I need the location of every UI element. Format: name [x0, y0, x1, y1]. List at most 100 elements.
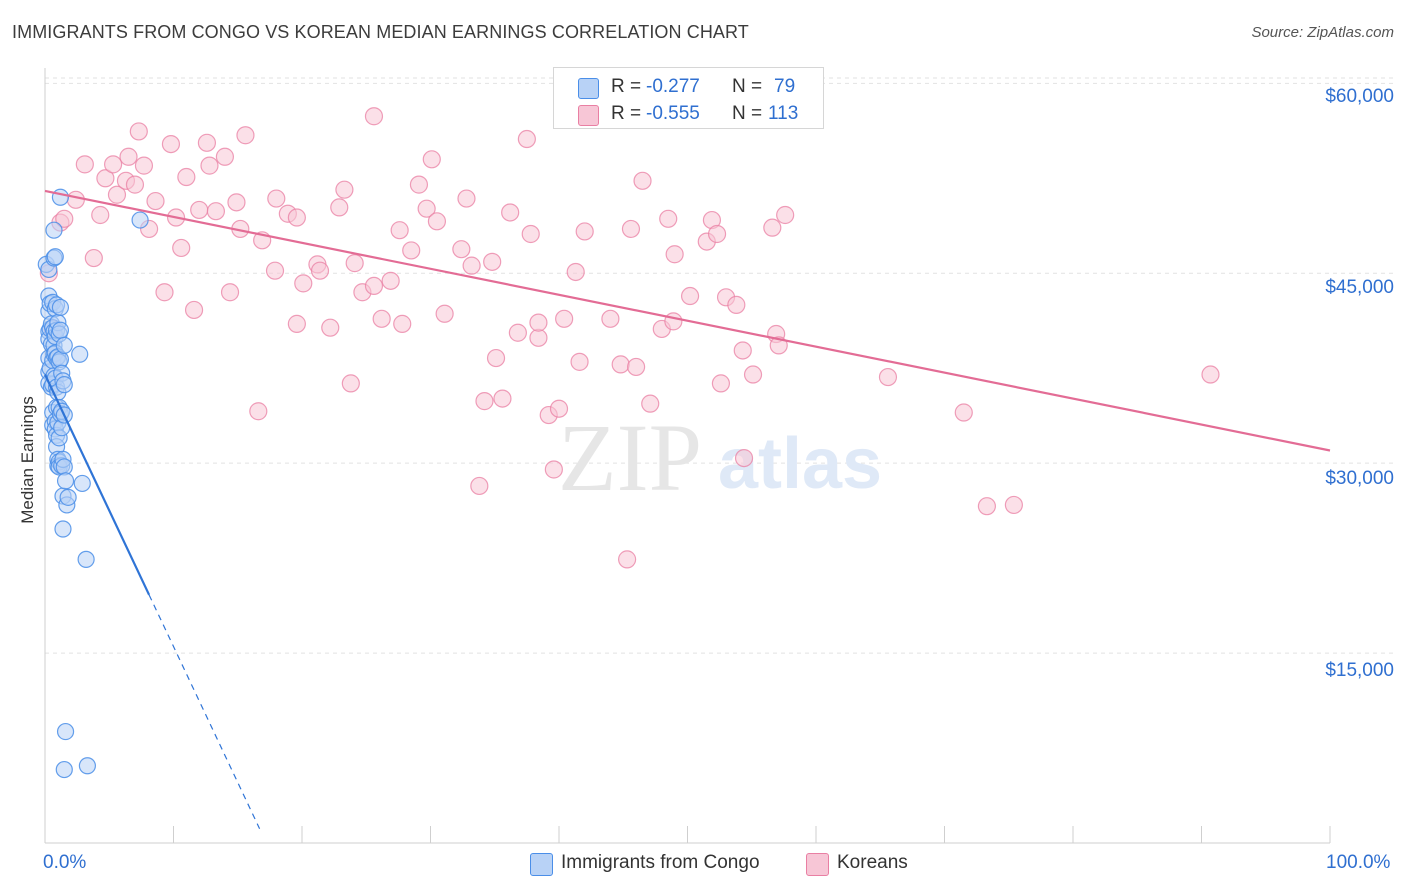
koreans-point	[104, 155, 123, 174]
koreans-swatch	[578, 105, 599, 126]
koreans-point	[267, 189, 286, 208]
koreans-point	[335, 180, 354, 199]
koreans-point	[190, 200, 209, 220]
koreans-point	[727, 295, 746, 314]
koreans-point	[575, 222, 594, 241]
koreans-point	[330, 198, 349, 217]
koreans-point	[417, 199, 436, 218]
koreans-point	[555, 309, 574, 328]
koreans-point	[1201, 365, 1220, 384]
koreans-point	[427, 212, 447, 231]
koreans-point	[161, 134, 181, 154]
koreans-point	[393, 314, 412, 333]
koreans-point	[220, 283, 240, 302]
watermark-zip: ZIP	[558, 404, 702, 511]
chart-title: IMMIGRANTS FROM CONGO VS KOREAN MEDIAN E…	[12, 22, 749, 42]
koreans-point	[483, 252, 502, 271]
koreans-point	[75, 155, 94, 174]
koreans-point	[769, 336, 788, 355]
koreans-point	[529, 328, 548, 347]
x-tick-label-max: 100.0%	[1326, 852, 1391, 873]
koreans-point	[422, 150, 441, 169]
stats-box: R = -0.277 N = 79 R = -0.555 N = 113	[553, 67, 824, 129]
koreans-point	[155, 283, 174, 302]
koreans-point	[633, 171, 652, 190]
koreans-point	[549, 399, 569, 418]
koreans-point	[321, 318, 340, 337]
koreans-point	[364, 276, 384, 296]
koreans-point	[954, 403, 973, 422]
y-tick-label: $45,000	[1325, 277, 1394, 298]
koreans-point	[227, 193, 246, 212]
koreans-point	[508, 323, 527, 342]
congo-point	[55, 376, 73, 394]
koreans-point	[711, 374, 731, 393]
x-tick-label-min: 0.0%	[43, 852, 87, 873]
congo-point	[51, 188, 70, 206]
koreans-point	[486, 348, 506, 368]
congo-point	[77, 550, 95, 568]
koreans-point	[435, 304, 454, 323]
legend-swatch	[530, 853, 553, 876]
koreans-point	[544, 460, 563, 479]
congo-point	[56, 472, 75, 490]
r-value: -0.277	[646, 76, 700, 97]
r-label: R =	[611, 76, 642, 97]
congo-point	[55, 760, 73, 779]
legend-label: Immigrants from Congo	[561, 852, 760, 873]
regression-lines	[44, 189, 1331, 829]
r-label: R =	[611, 103, 642, 124]
koreans-point	[734, 448, 754, 468]
congo-points	[37, 188, 149, 779]
koreans-point	[125, 175, 145, 194]
koreans-point	[470, 476, 489, 496]
legend-label: Koreans	[837, 852, 908, 873]
koreans-point	[659, 209, 678, 228]
y-tick-label: $15,000	[1325, 660, 1394, 681]
koreans-point	[265, 261, 285, 280]
koreans-point	[529, 313, 548, 332]
koreans-point	[345, 254, 364, 273]
koreans-point	[129, 122, 148, 141]
congo-regression-extension	[148, 594, 261, 829]
koreans-point	[55, 209, 74, 228]
congo-point	[131, 211, 149, 229]
koreans-point	[381, 271, 400, 290]
koreans-point	[341, 374, 360, 393]
n-label: N =	[732, 76, 763, 97]
congo-point	[78, 757, 97, 775]
koreans-point	[197, 133, 217, 152]
congo-point	[56, 722, 75, 741]
koreans-point	[475, 392, 494, 411]
axes	[44, 68, 1331, 844]
congo-point	[45, 221, 63, 239]
koreans-point	[84, 248, 103, 268]
r-value: -0.555	[646, 103, 700, 124]
koreans-point	[236, 126, 255, 145]
congo-point	[51, 298, 70, 317]
koreans-point	[409, 175, 429, 194]
congo-point	[71, 345, 89, 363]
koreans-point	[107, 185, 127, 204]
koreans-point	[776, 205, 795, 225]
koreans-point	[184, 300, 204, 320]
congo-point	[73, 474, 91, 493]
koreans-point	[287, 208, 306, 227]
y-tick-label: $60,000	[1325, 86, 1394, 107]
koreans-point	[119, 147, 138, 166]
congo-point	[54, 520, 72, 538]
koreans-point	[566, 262, 585, 282]
koreans-point	[621, 219, 641, 239]
koreans-point	[372, 309, 391, 328]
gridlines	[45, 77, 1395, 654]
koreans-point	[763, 218, 782, 237]
koreans-point	[521, 224, 540, 244]
koreans-point	[206, 202, 226, 221]
koreans-point	[618, 550, 637, 569]
koreans-point	[665, 245, 684, 264]
congo-point	[51, 321, 70, 339]
koreans-point	[601, 309, 620, 328]
koreans-point	[66, 190, 85, 209]
koreans-point	[517, 129, 536, 149]
